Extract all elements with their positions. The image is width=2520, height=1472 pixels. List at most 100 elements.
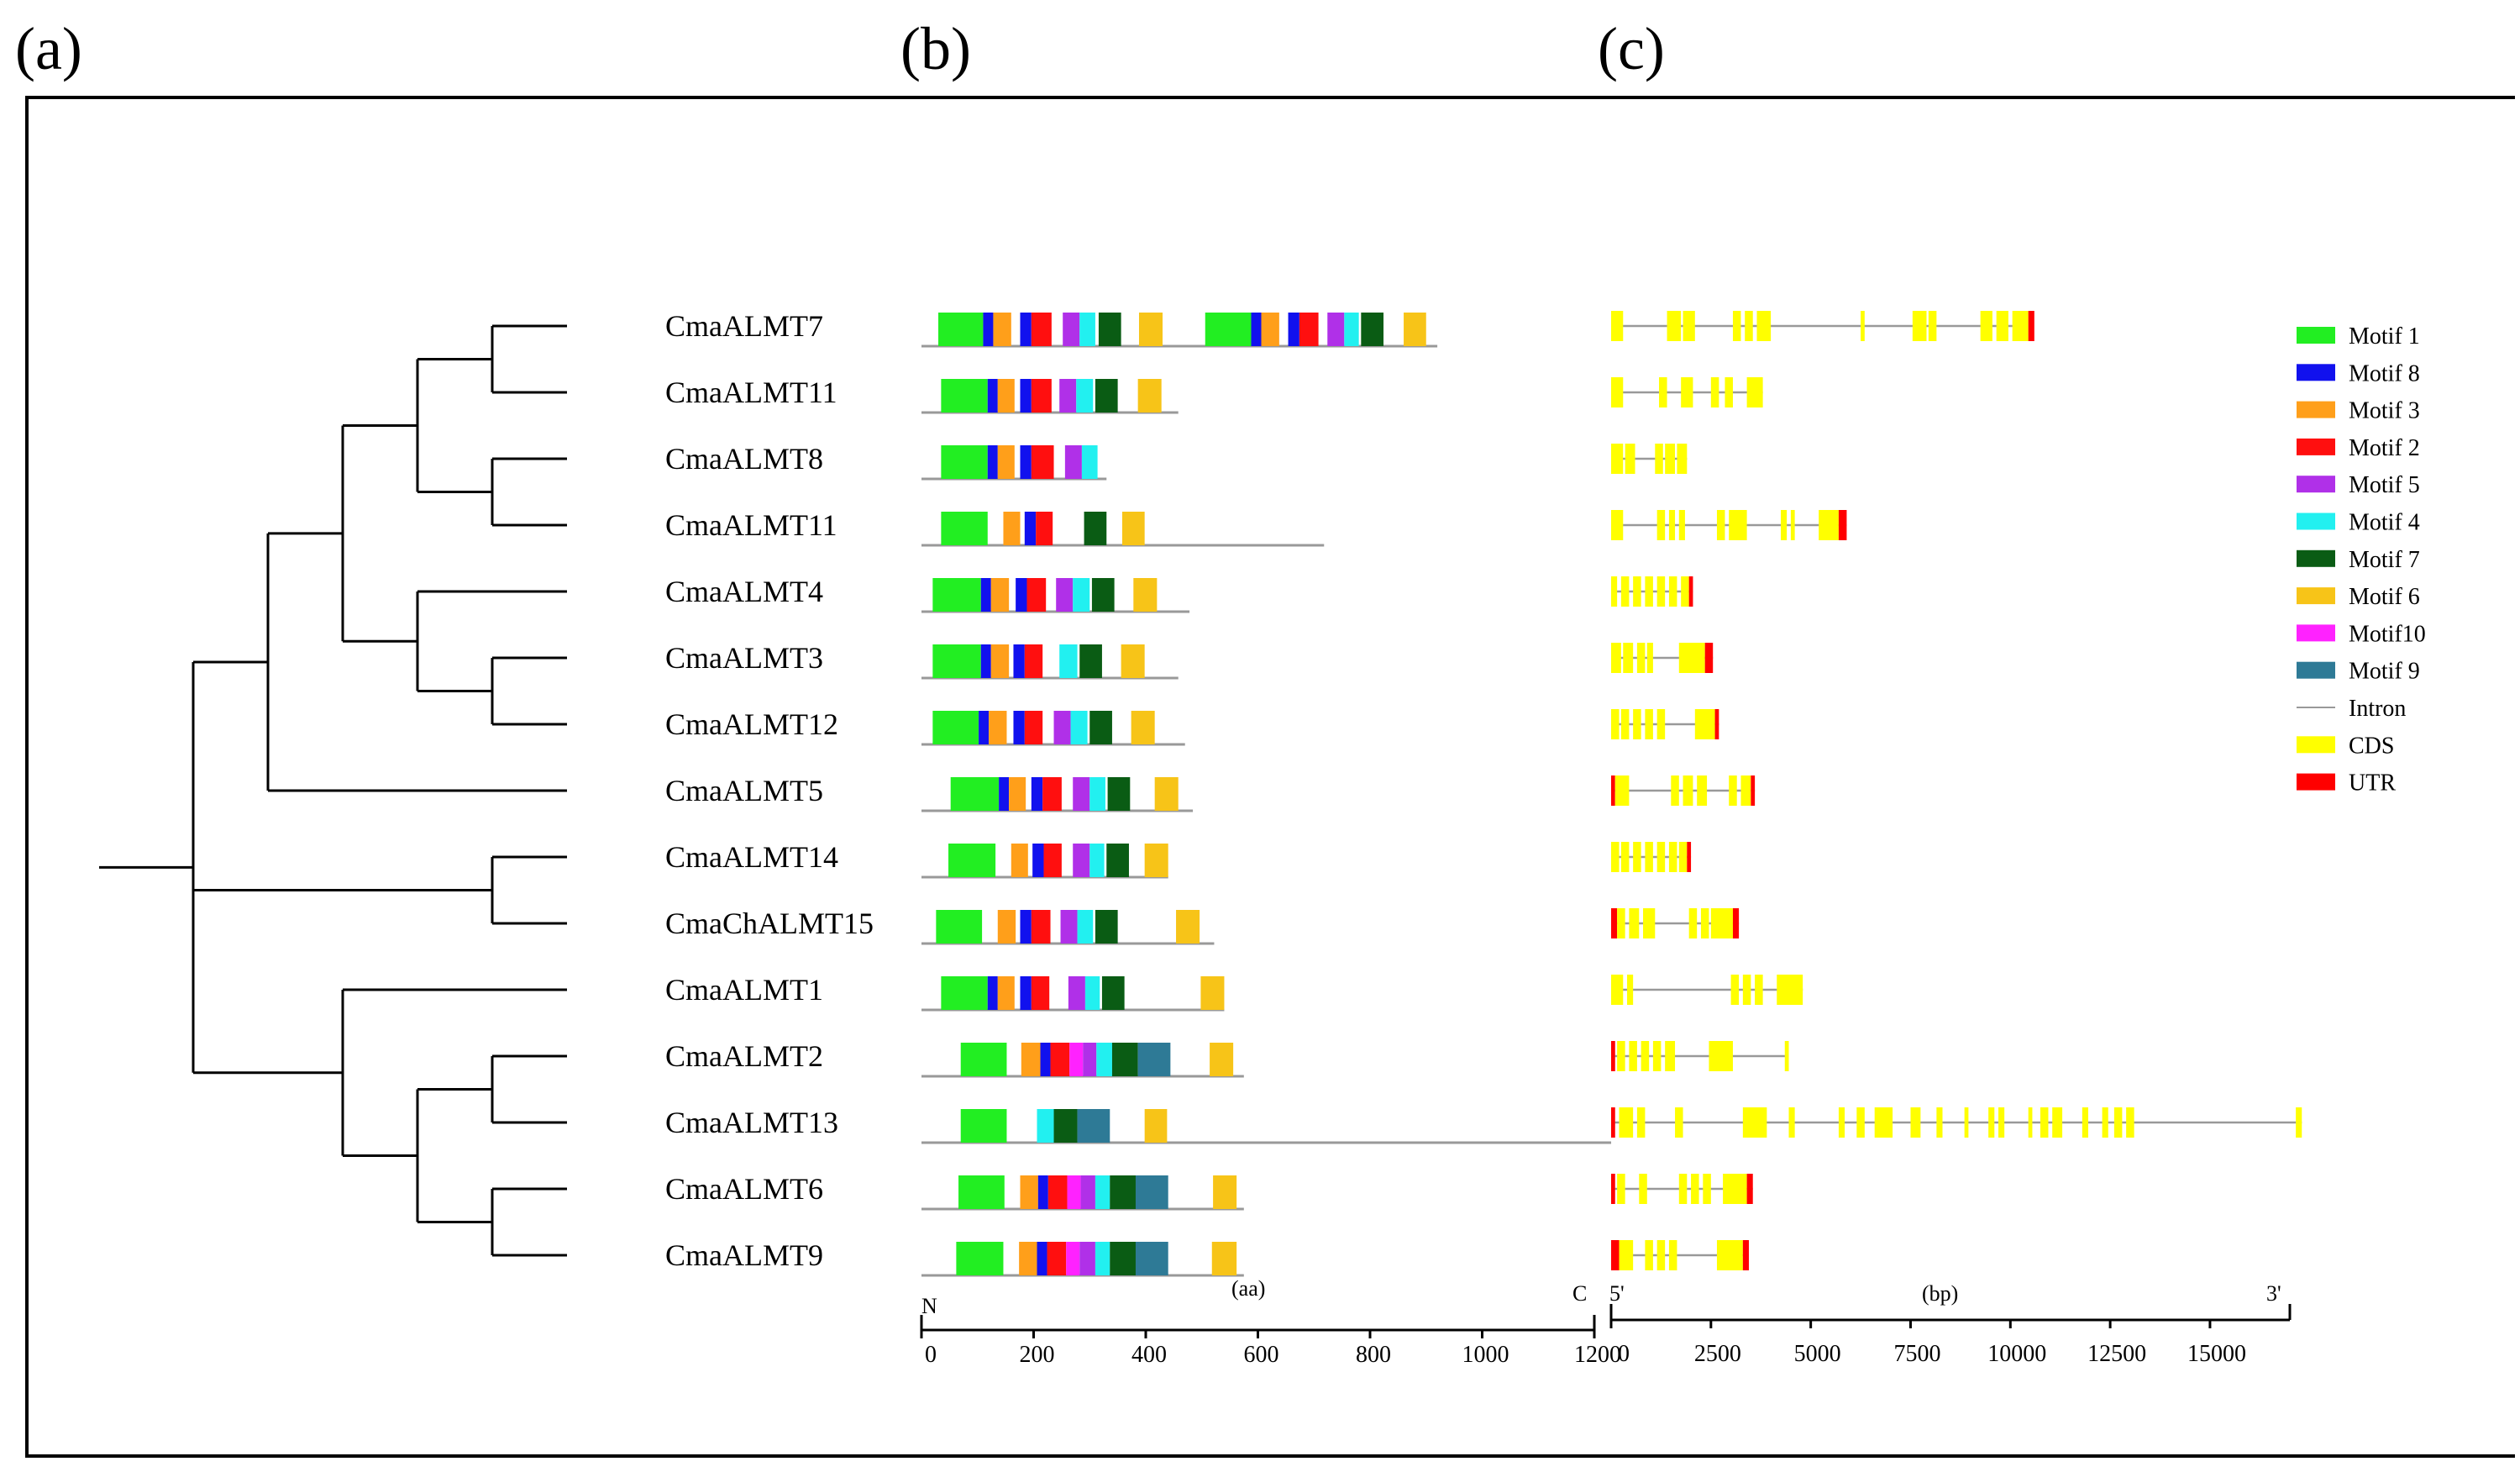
cds-block <box>1681 576 1689 607</box>
legend-label-motif-4: Motif 4 <box>2349 510 2420 536</box>
cds-block <box>2296 1107 2302 1138</box>
motif-box-motif-8 <box>1013 711 1025 744</box>
cds-block <box>1681 377 1693 407</box>
motif-box-motif-5 <box>1064 445 1082 479</box>
cds-block <box>1636 643 1646 673</box>
utr-block <box>1838 510 1847 540</box>
panel-label-c: (c) <box>1598 15 1665 82</box>
gene-label-cmaalmt3: CmaALMT3 <box>665 641 823 675</box>
utr-block <box>2028 311 2034 341</box>
legend-label-utr: UTR <box>2349 770 2396 796</box>
motif-box-motif-3 <box>1261 313 1279 346</box>
motif-box-motif-2 <box>1036 512 1053 545</box>
structure-axis-tick-label: 10000 <box>1987 1341 2046 1367</box>
utr-block <box>1611 1107 1615 1138</box>
motif-panel: 0 200 400 600 800 1000 1200 N C (aa) <box>920 313 1621 1368</box>
panel-label-a: (a) <box>15 15 82 82</box>
motif-box-motif-2 <box>1031 445 1054 479</box>
motif-box-motif-6 <box>1144 844 1168 877</box>
gene-label-cmaalmt7: CmaALMT7 <box>665 309 823 343</box>
cds-block <box>1627 975 1634 1005</box>
motif-box-motif-7 <box>1089 711 1112 744</box>
cds-block <box>1633 842 1641 872</box>
motif-box-motif-8 <box>1288 313 1299 346</box>
cds-block <box>1646 643 1653 673</box>
motif-box-motif-1 <box>938 313 984 346</box>
motif-box-motif-5 <box>1080 1175 1095 1209</box>
cds-block <box>1656 842 1666 872</box>
motif-box-motif-5 <box>1060 910 1078 944</box>
legend-label-motif-7: Motif 7 <box>2349 547 2420 573</box>
cds-block <box>1656 576 1666 607</box>
motif-box-motif-4 <box>1089 777 1105 811</box>
cds-block <box>1709 1041 1733 1071</box>
cds-block <box>1629 908 1640 938</box>
legend-label-motif-6: Motif 6 <box>2349 584 2420 610</box>
motif-box-motif-4 <box>1079 313 1095 346</box>
cds-block <box>1611 311 1624 341</box>
cds-block <box>1691 1174 1699 1204</box>
motif-axis-tick-label: 200 <box>1020 1342 1055 1368</box>
motif-box-motif-5 <box>1083 1043 1097 1076</box>
motif-box-motif-8 <box>1251 313 1262 346</box>
motif-box-motif-8 <box>1016 578 1027 612</box>
motif-box-motif-2 <box>1050 1043 1070 1076</box>
motif-axis-end-label: C <box>1572 1281 1587 1306</box>
utr-block <box>1714 709 1719 739</box>
cds-block <box>1683 775 1693 806</box>
cds-block <box>1617 1174 1625 1204</box>
motif-box-motif-5 <box>1068 976 1085 1010</box>
motif-axis-tick-label: 1000 <box>1462 1342 1509 1368</box>
motif-box-motif-7 <box>1361 313 1384 346</box>
motif-box-motif-5 <box>1059 379 1077 413</box>
motif-box-motif-7 <box>1106 844 1129 877</box>
cds-block <box>1756 311 1772 341</box>
legend-label-motif-1: Motif 1 <box>2349 323 2420 350</box>
gene-label-cmaalmt1: CmaALMT1 <box>665 973 823 1007</box>
cds-block <box>1611 643 1621 673</box>
motif-box-motif-1 <box>936 910 983 944</box>
legend-label-motif-8: Motif 8 <box>2349 360 2420 386</box>
cds-block <box>1678 1174 1688 1204</box>
cds-block <box>1620 709 1630 739</box>
motif-box-motif-1 <box>950 777 1000 811</box>
cds-block <box>1700 908 1709 938</box>
gene-label-cmaalmt9: CmaALMT9 <box>665 1238 823 1272</box>
cds-block <box>1910 1107 1921 1138</box>
motif-box-motif-1 <box>1205 313 1252 346</box>
motif-axis-tick-label: 1200 <box>1574 1342 1621 1368</box>
gene-label-cmachalmt15: CmaChALMT15 <box>665 907 874 940</box>
motif-box-motif-4 <box>1037 1109 1054 1143</box>
legend-swatch-motif-2 <box>2297 438 2335 455</box>
motif-box-motif-6 <box>1137 379 1162 413</box>
cds-block <box>1742 975 1751 1005</box>
motif-box-motif-8 <box>1020 313 1032 346</box>
cds-block <box>1745 311 1753 341</box>
motif-box-motif-7 <box>1091 578 1115 612</box>
structure-axis-tick-label: 5000 <box>1794 1341 1841 1367</box>
motif-box-motif-6 <box>1121 644 1145 678</box>
motif-box-motif-5 <box>1327 313 1345 346</box>
cds-block <box>2113 1107 2123 1138</box>
cds-block <box>1703 1174 1711 1204</box>
motif-box-motif-2 <box>1043 844 1062 877</box>
motif-box-motif-3 <box>997 976 1015 1010</box>
motif-box-motif-8 <box>1013 644 1025 678</box>
legend-label-motif-2: Motif 2 <box>2349 435 2420 461</box>
utr-block <box>1688 576 1693 607</box>
utr-block <box>1751 775 1756 806</box>
utr-block <box>1611 1240 1620 1270</box>
motif-box-motif-6 <box>1144 1109 1168 1143</box>
motif-box-motif-6 <box>1131 711 1155 744</box>
motif-box-motif-2 <box>1042 777 1062 811</box>
cds-block <box>2028 1107 2033 1138</box>
motif-box-motif-1 <box>956 1242 1004 1275</box>
utr-block <box>1611 775 1615 806</box>
cds-block <box>1611 709 1620 739</box>
cds-block <box>1723 1174 1747 1204</box>
cds-block <box>1729 510 1747 540</box>
cds-block <box>1643 908 1656 938</box>
cds-block <box>1617 1041 1625 1071</box>
gene-label-cmaalmt2: CmaALMT2 <box>665 1039 823 1073</box>
cds-block <box>1678 510 1685 540</box>
